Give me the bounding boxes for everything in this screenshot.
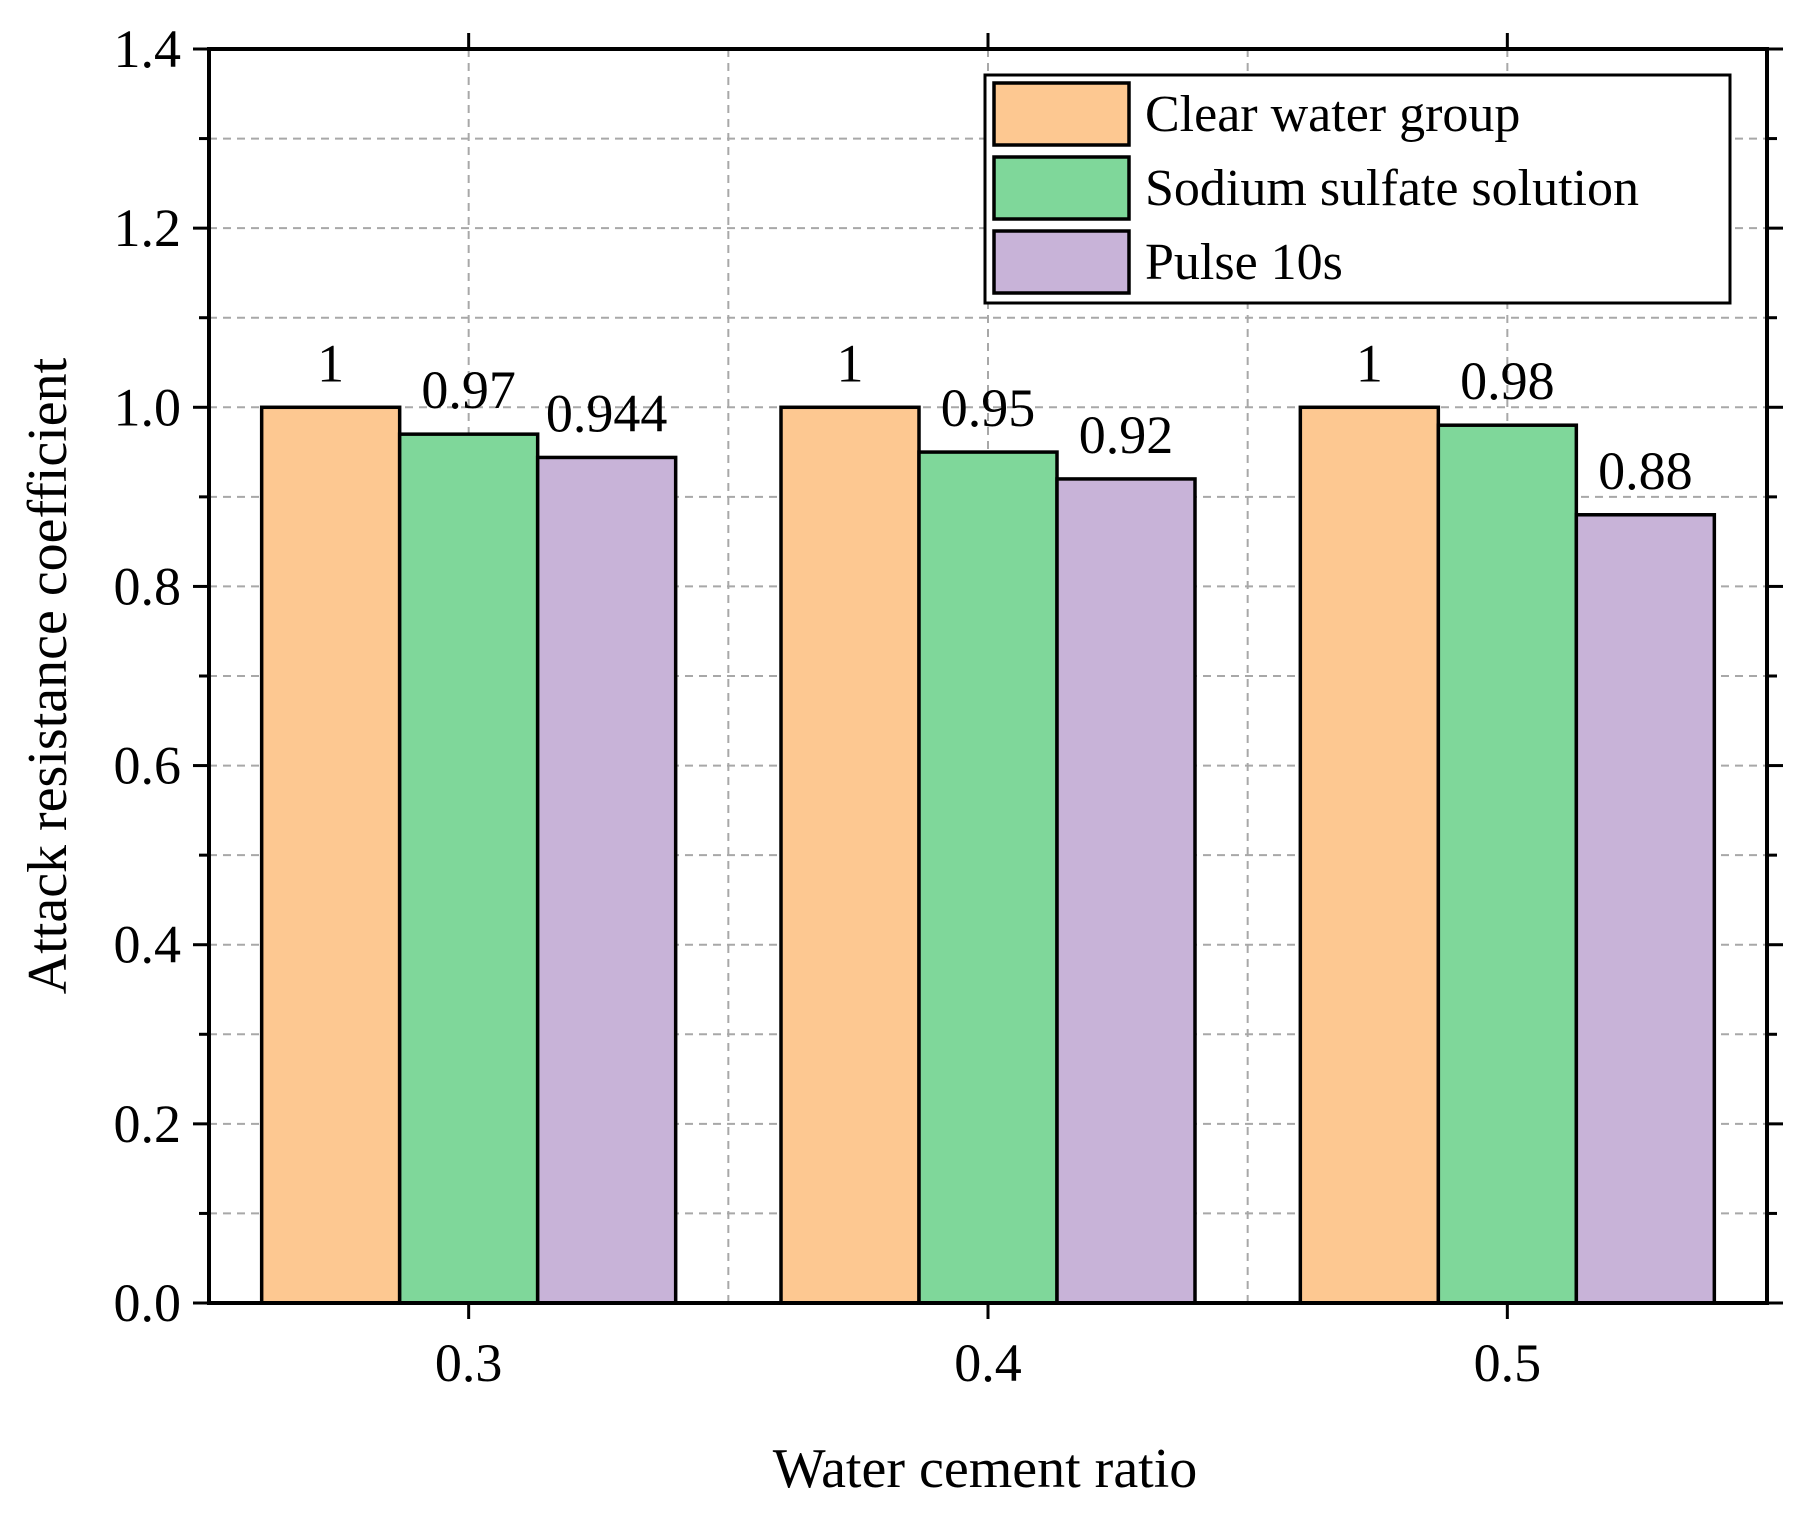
data-label: 1 [1356,333,1383,393]
x-tick-label: 0.5 [1474,1333,1542,1393]
y-tick-label: 0.0 [114,1273,182,1333]
data-label: 0.95 [941,378,1036,438]
data-label: 0.98 [1460,351,1555,411]
legend-swatch [992,229,1131,295]
y-tick-label: 1.0 [114,377,182,437]
x-tick-label: 0.4 [954,1333,1022,1393]
x-tick-label: 0.3 [435,1333,503,1393]
legend: Clear water group Sodium sulfate solution… [983,73,1732,305]
bars [259,405,1717,1305]
axis-ticks: 0.0 0.2 0.4 0.6 0.8 1.0 1.2 1.4 0.3 0.4 0.5 [114,19,1783,1393]
data-label: 0.944 [546,383,668,443]
legend-swatch [992,155,1131,221]
data-label: 1 [317,333,344,393]
legend-swatch [992,81,1131,147]
y-tick-label: 0.2 [114,1094,182,1154]
bar [1298,405,1441,1305]
bar [779,405,921,1305]
legend-label: Sodium sulfate solution [1145,160,1639,217]
x-axis-title: Water cement ratio [773,1438,1198,1500]
y-tick-label: 0.4 [114,915,182,975]
legend-label: Pulse 10s [1145,234,1343,291]
bar [535,455,678,1305]
data-label: 0.97 [421,360,516,420]
bar [1574,513,1717,1305]
bar [1436,423,1579,1305]
bar [259,405,402,1305]
data-label: 0.92 [1079,405,1174,465]
data-label: 1 [837,333,864,393]
bar [1055,477,1197,1305]
y-tick-label: 0.6 [114,736,182,796]
data-labels: 1 1 1 0.97 0.95 0.98 0.944 0.92 0.88 [317,333,1692,500]
y-tick-label: 1.4 [114,19,182,79]
bar [397,432,540,1305]
y-axis-title: Attack resistance coefficient [17,357,79,994]
y-tick-label: 1.2 [114,198,182,258]
bar [917,450,1059,1305]
y-tick-label: 0.8 [114,556,182,616]
data-label: 0.88 [1598,441,1693,501]
legend-label: Clear water group [1145,86,1520,143]
